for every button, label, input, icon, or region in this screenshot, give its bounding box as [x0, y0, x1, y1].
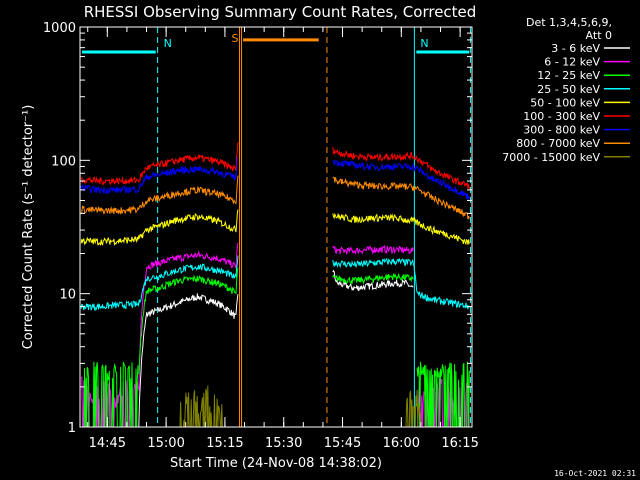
series-line — [332, 269, 414, 292]
x-tick-label: 15:00 — [147, 436, 184, 451]
series-line — [80, 156, 239, 195]
legend-label: 300 - 800 keV — [523, 124, 600, 137]
legend-label: 6 - 12 keV — [544, 56, 600, 69]
y-tick-label: 1000 — [43, 21, 76, 36]
legend-header-detectors: Det 1,3,4,5,6,9, — [526, 16, 612, 29]
legend-label: 25 - 50 keV — [537, 83, 600, 96]
x-axis-label: Start Time (24-Nov-08 14:38:02) — [170, 456, 382, 471]
x-tick-label: 14:45 — [89, 436, 126, 451]
plot-area: N N S 1 10 100 1000 14:45 15:00 15:15 15:30 15:45… — [43, 21, 479, 451]
x-axis-ticks: 14:45 15:00 15:15 15:30 15:45 16:00 16:15 — [87, 27, 479, 451]
series-50-100-kev — [80, 209, 470, 246]
series-line — [80, 141, 239, 186]
y-tick-label: 100 — [51, 154, 76, 169]
series-line — [80, 255, 239, 312]
series-line — [138, 242, 239, 391]
series-25-50-kev — [80, 255, 470, 312]
series-800-7000-kev — [81, 175, 470, 220]
plot-frame — [79, 26, 473, 428]
legend-label: 50 - 100 keV — [530, 96, 600, 109]
series-line — [332, 176, 470, 220]
series-line — [332, 257, 470, 310]
footer-timestamp: 16-Oct-2021 02:31 — [554, 469, 636, 478]
y-tick-label: 1 — [68, 421, 76, 436]
saa-marker-label: S — [232, 32, 239, 45]
legend-label: 3 - 6 keV — [551, 42, 600, 55]
night-marker-label: N — [420, 37, 428, 50]
legend-label: 7000 - 15000 keV — [502, 151, 600, 164]
y-axis-ticks: 1 10 100 1000 — [43, 21, 472, 436]
series-line — [332, 244, 414, 255]
legend-header-attenuator: Att 0 — [586, 29, 612, 42]
series-line — [332, 159, 470, 200]
series-3-6-kev — [138, 269, 414, 428]
x-tick-label: 15:45 — [324, 436, 361, 451]
y-tick-label: 10 — [59, 288, 76, 303]
series-line — [332, 273, 414, 285]
y-axis-label: Corrected Count Rate (s⁻¹ detector⁻¹) — [21, 105, 36, 350]
legend-label: 800 - 7000 keV — [516, 137, 600, 150]
x-tick-label: 15:30 — [265, 436, 302, 451]
x-tick-label: 16:15 — [441, 436, 478, 451]
series-line — [332, 146, 470, 190]
series-line — [81, 175, 239, 215]
series-300-800-kev — [80, 156, 470, 200]
series-line — [138, 267, 239, 375]
series-100-300-kev — [80, 141, 470, 190]
legend-label: 100 - 300 keV — [523, 110, 600, 123]
x-tick-label: 15:15 — [206, 436, 243, 451]
series-line — [332, 212, 470, 246]
legend-label: 12 - 25 keV — [537, 69, 600, 82]
chart-title: RHESSI Observing Summary Count Rates, Co… — [84, 3, 477, 21]
x-tick-label: 16:00 — [383, 436, 420, 451]
series-line — [80, 209, 239, 246]
night-marker-label: N — [164, 37, 172, 50]
series-line — [138, 293, 239, 428]
